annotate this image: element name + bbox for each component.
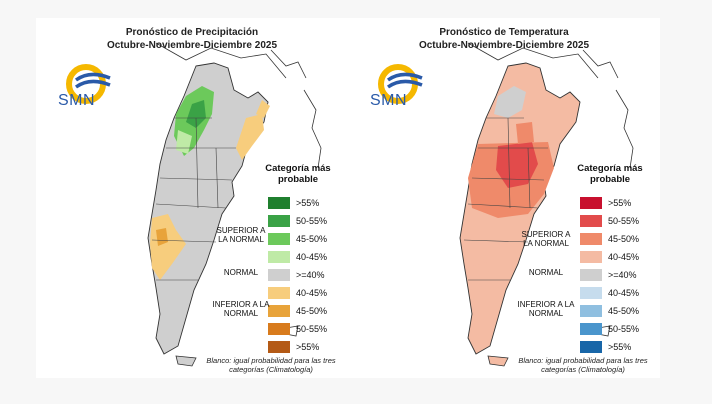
legend-label: 45-50%: [296, 305, 328, 316]
category-lower-label: INFERIOR A LA NORMAL: [517, 300, 575, 318]
legend-item: >55%: [268, 196, 319, 209]
legend-swatch: [268, 214, 290, 227]
legend-item: >55%: [268, 340, 319, 353]
precipitation-map: [147, 42, 322, 367]
legend-title-line1: Categoría más: [577, 163, 643, 174]
legend-label: 40-45%: [608, 287, 640, 298]
legend-swatch: [268, 196, 290, 209]
legend-item: 45-50%: [268, 304, 327, 317]
legend-swatch: [268, 268, 290, 281]
legend-label: 45-50%: [608, 233, 640, 244]
category-lower-label: INFERIOR A LA NORMAL: [212, 300, 270, 318]
legend-label: 40-45%: [608, 251, 640, 262]
legend-item: 45-50%: [580, 304, 639, 317]
legend-item: >55%: [580, 196, 631, 209]
climatology-note: Blanco: igual probabilidad para las tres…: [206, 356, 336, 374]
legend-title-line1: Categoría más: [265, 163, 331, 174]
category-normal-label: NORMAL: [223, 268, 259, 277]
legend-swatch: [268, 286, 290, 299]
climatology-note: Blanco: igual probabilidad para las tres…: [518, 356, 648, 374]
temperature-legend-title: Categoría más probable: [570, 163, 650, 185]
legend-swatch: [268, 304, 290, 317]
precipitation-legend-title: Categoría más probable: [258, 163, 338, 185]
legend-item: 45-50%: [580, 232, 639, 245]
legend-label: >=40%: [608, 269, 637, 280]
legend-label: >=40%: [296, 269, 325, 280]
temperature-title-line1: Pronóstico de Temperatura: [439, 27, 569, 38]
precipitation-panel: Pronóstico de Precipitación Octubre-Novi…: [36, 18, 348, 378]
legend-item: 40-45%: [580, 286, 639, 299]
smn-logo-icon: [66, 64, 111, 104]
category-normal-label: NORMAL: [528, 268, 564, 277]
legend-swatch: [580, 232, 602, 245]
precipitation-title-line2: Octubre-Noviembre-Diciembre 2025: [106, 40, 278, 51]
category-upper-label: SUPERIOR A LA NORMAL: [521, 230, 571, 248]
legend-swatch: [580, 304, 602, 317]
legend-item: >55%: [580, 340, 631, 353]
temperature-title: Pronóstico de Temperatura Octubre-Noviem…: [348, 26, 660, 52]
legend-item: 50-55%: [268, 214, 327, 227]
legend-label: 50-55%: [296, 323, 328, 334]
legend-item: 50-55%: [580, 322, 639, 335]
legend-title-line2: probable: [589, 174, 631, 185]
legend-item: 45-50%: [268, 232, 327, 245]
legend-item: 40-45%: [268, 250, 327, 263]
temperature-panel: Pronóstico de Temperatura Octubre-Noviem…: [348, 18, 660, 378]
legend-label: >55%: [608, 197, 632, 208]
legend-label: 50-55%: [608, 215, 640, 226]
legend-swatch: [580, 214, 602, 227]
smn-logo-text: SMN: [370, 92, 408, 109]
legend-label: 40-45%: [296, 251, 328, 262]
legend-swatch: [580, 250, 602, 263]
temperature-map: [459, 42, 634, 367]
legend-title-line2: probable: [277, 174, 319, 185]
smn-logo-text: SMN: [58, 92, 96, 109]
legend-label: 50-55%: [608, 323, 640, 334]
legend-swatch: [268, 322, 290, 335]
legend-swatch: [580, 196, 602, 209]
legend-item: >=40%: [268, 268, 325, 281]
legend-item: 40-45%: [580, 250, 639, 263]
category-upper-label: SUPERIOR A LA NORMAL: [216, 226, 266, 244]
legend-swatch: [580, 322, 602, 335]
legend-swatch: [268, 340, 290, 353]
legend-label: 45-50%: [608, 305, 640, 316]
legend-item: >=40%: [580, 268, 637, 281]
legend-item: 50-55%: [268, 322, 327, 335]
legend-swatch: [580, 268, 602, 281]
legend-item: 40-45%: [268, 286, 327, 299]
legend-label: >55%: [296, 341, 320, 352]
temperature-title-line2: Octubre-Noviembre-Diciembre 2025: [418, 40, 590, 51]
smn-logo-icon: [378, 64, 423, 104]
precipitation-title-line1: Pronóstico de Precipitación: [125, 27, 259, 38]
legend-swatch: [268, 232, 290, 245]
legend-swatch: [268, 250, 290, 263]
legend-swatch: [580, 286, 602, 299]
legend-label: >55%: [296, 197, 320, 208]
legend-label: 45-50%: [296, 233, 328, 244]
legend-item: 50-55%: [580, 214, 639, 227]
legend-label: >55%: [608, 341, 632, 352]
forecast-figure: Pronóstico de Precipitación Octubre-Novi…: [36, 18, 660, 378]
precipitation-title: Pronóstico de Precipitación Octubre-Novi…: [36, 26, 348, 52]
legend-swatch: [580, 340, 602, 353]
legend-label: 50-55%: [296, 215, 328, 226]
legend-label: 40-45%: [296, 287, 328, 298]
